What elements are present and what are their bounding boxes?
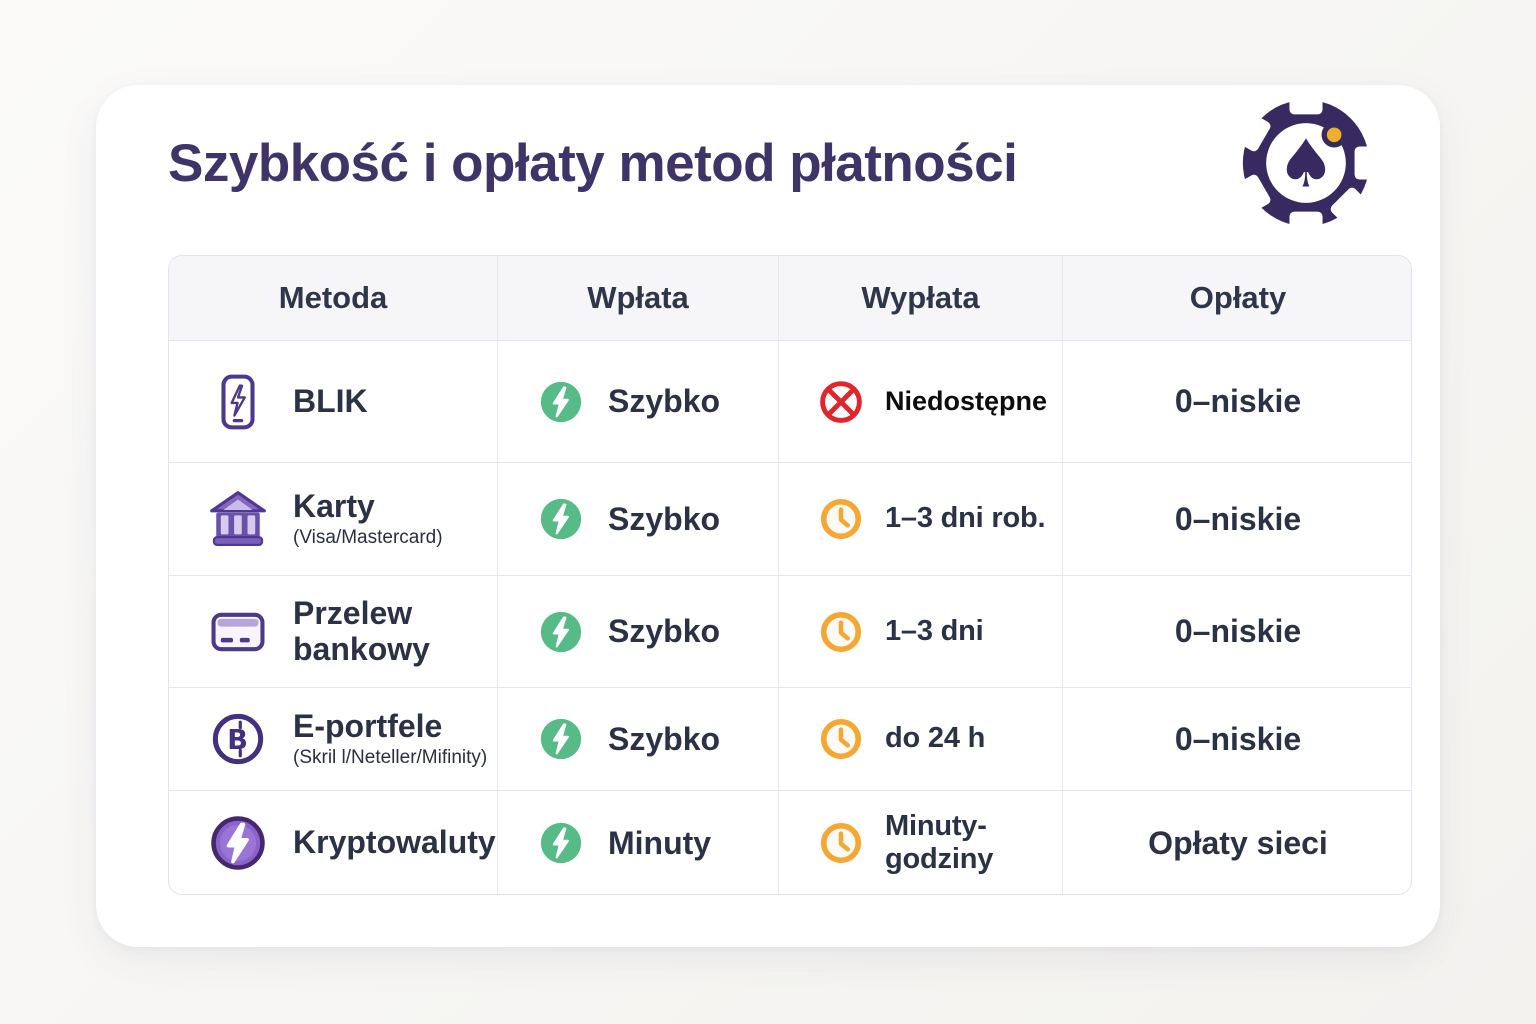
crypto-lightning-circle-icon	[209, 814, 267, 872]
table-row-przelew-withdrawal: 1–3 dni	[779, 576, 1063, 688]
column-header-label: Wypłata	[861, 280, 980, 315]
credit-card-icon	[209, 603, 267, 661]
table-row-karty-method: Karty (Visa/Mastercard)	[169, 463, 498, 576]
table-row-krypto-deposit: Minuty	[498, 791, 779, 894]
table-row-krypto-method: Kryptowaluty	[169, 791, 498, 894]
deposit-label: Minuty	[608, 824, 712, 861]
column-header-label: Wpłata	[587, 280, 689, 315]
infographic-card: Szybkość i opłaty metod płatności Metoda…	[96, 85, 1440, 947]
page-title: Szybkość i opłaty metod płatności	[168, 134, 1018, 193]
table-row-przelew-method: Przelew bankowy	[169, 576, 498, 688]
withdrawal-label: Minuty-godziny	[885, 809, 994, 875]
table-row-przelew-deposit: Szybko	[498, 576, 779, 688]
table-row-blik-withdrawal: Niedostępne	[779, 341, 1063, 463]
table-row-eportfele-deposit: Szybko	[498, 688, 779, 791]
method-label: E-portfele	[293, 707, 443, 744]
payment-methods-table: Metoda Wpłata Wypłata Opłaty BLIK Szybko…	[168, 255, 1412, 895]
method-label: Kryptowaluty	[293, 824, 496, 861]
withdrawal-label: 1–3 dni	[885, 614, 984, 647]
fees-label: 0–niskie	[1174, 500, 1302, 537]
lightning-green-icon	[539, 610, 583, 653]
column-header-label: Opłaty	[1189, 280, 1287, 315]
column-header-wyplata: Wypłata	[779, 256, 1063, 341]
deposit-label: Szybko	[608, 383, 721, 419]
table-row-przelew-fees: 0–niskie	[1063, 576, 1411, 688]
table-row-eportfele-method: E-portfele (Skril l/Neteller/Mifinity)	[169, 688, 498, 791]
column-header-label: Metoda	[278, 280, 388, 315]
table-row-karty-deposit: Szybko	[498, 463, 779, 576]
lightning-green-icon	[539, 717, 583, 761]
table-row-blik-deposit: Szybko	[498, 341, 779, 463]
method-sublabel: (Skril l/Neteller/Mifinity)	[293, 747, 488, 769]
fees-label: 0–niskie	[1174, 720, 1302, 757]
column-header-wplata: Wpłata	[498, 256, 779, 341]
clock-orange-icon	[817, 608, 865, 656]
withdrawal-label: 1–3 dni rob.	[885, 502, 1046, 535]
unavailable-crossed-circle-icon	[817, 378, 865, 426]
method-text: Kryptowaluty	[293, 824, 496, 861]
table-row-krypto-fees: Opłaty sieci	[1063, 791, 1411, 894]
method-text: E-portfele (Skril l/Neteller/Mifinity)	[293, 707, 488, 770]
fees-label: 0–niskie	[1174, 613, 1302, 649]
lightning-green-icon	[539, 380, 583, 423]
clock-orange-icon	[817, 715, 865, 763]
clock-orange-icon	[817, 495, 865, 543]
method-text: Przelew bankowy	[293, 594, 497, 668]
method-sublabel: (Visa/Mastercard)	[293, 527, 443, 549]
table-row-eportfele-withdrawal: do 24 h	[779, 688, 1063, 791]
fees-label: Opłaty sieci	[1148, 824, 1328, 861]
lightning-green-icon	[539, 821, 583, 865]
method-text: BLIK	[293, 382, 368, 420]
table-row-karty-fees: 0–niskie	[1063, 463, 1411, 576]
method-label: Karty	[293, 487, 375, 524]
poker-chip-logo-icon	[1238, 95, 1374, 231]
bank-building-icon	[210, 491, 266, 547]
method-text: Karty (Visa/Mastercard)	[293, 487, 443, 550]
table-row-krypto-withdrawal: Minuty-godziny	[779, 791, 1063, 894]
fees-label: 0–niskie	[1174, 383, 1302, 419]
bitcoin-circle-icon	[209, 710, 267, 768]
blik-phone-lightning-icon	[209, 373, 267, 431]
table-row-karty-withdrawal: 1–3 dni rob.	[779, 463, 1063, 576]
table-row-blik-method: BLIK	[169, 341, 498, 463]
withdrawal-label: Niedostępne	[885, 385, 1048, 416]
method-label: Przelew bankowy	[293, 594, 430, 667]
column-header-metoda: Metoda	[169, 256, 498, 341]
column-header-oplaty: Opłaty	[1063, 256, 1411, 341]
clock-orange-icon	[817, 819, 865, 867]
deposit-label: Szybko	[608, 720, 721, 757]
method-label: BLIK	[293, 382, 368, 419]
table-row-eportfele-fees: 0–niskie	[1063, 688, 1411, 791]
withdrawal-label: do 24 h	[885, 722, 986, 755]
deposit-label: Szybko	[608, 613, 721, 649]
deposit-label: Szybko	[608, 500, 721, 537]
table-row-blik-fees: 0–niskie	[1063, 341, 1411, 463]
lightning-green-icon	[539, 497, 583, 541]
